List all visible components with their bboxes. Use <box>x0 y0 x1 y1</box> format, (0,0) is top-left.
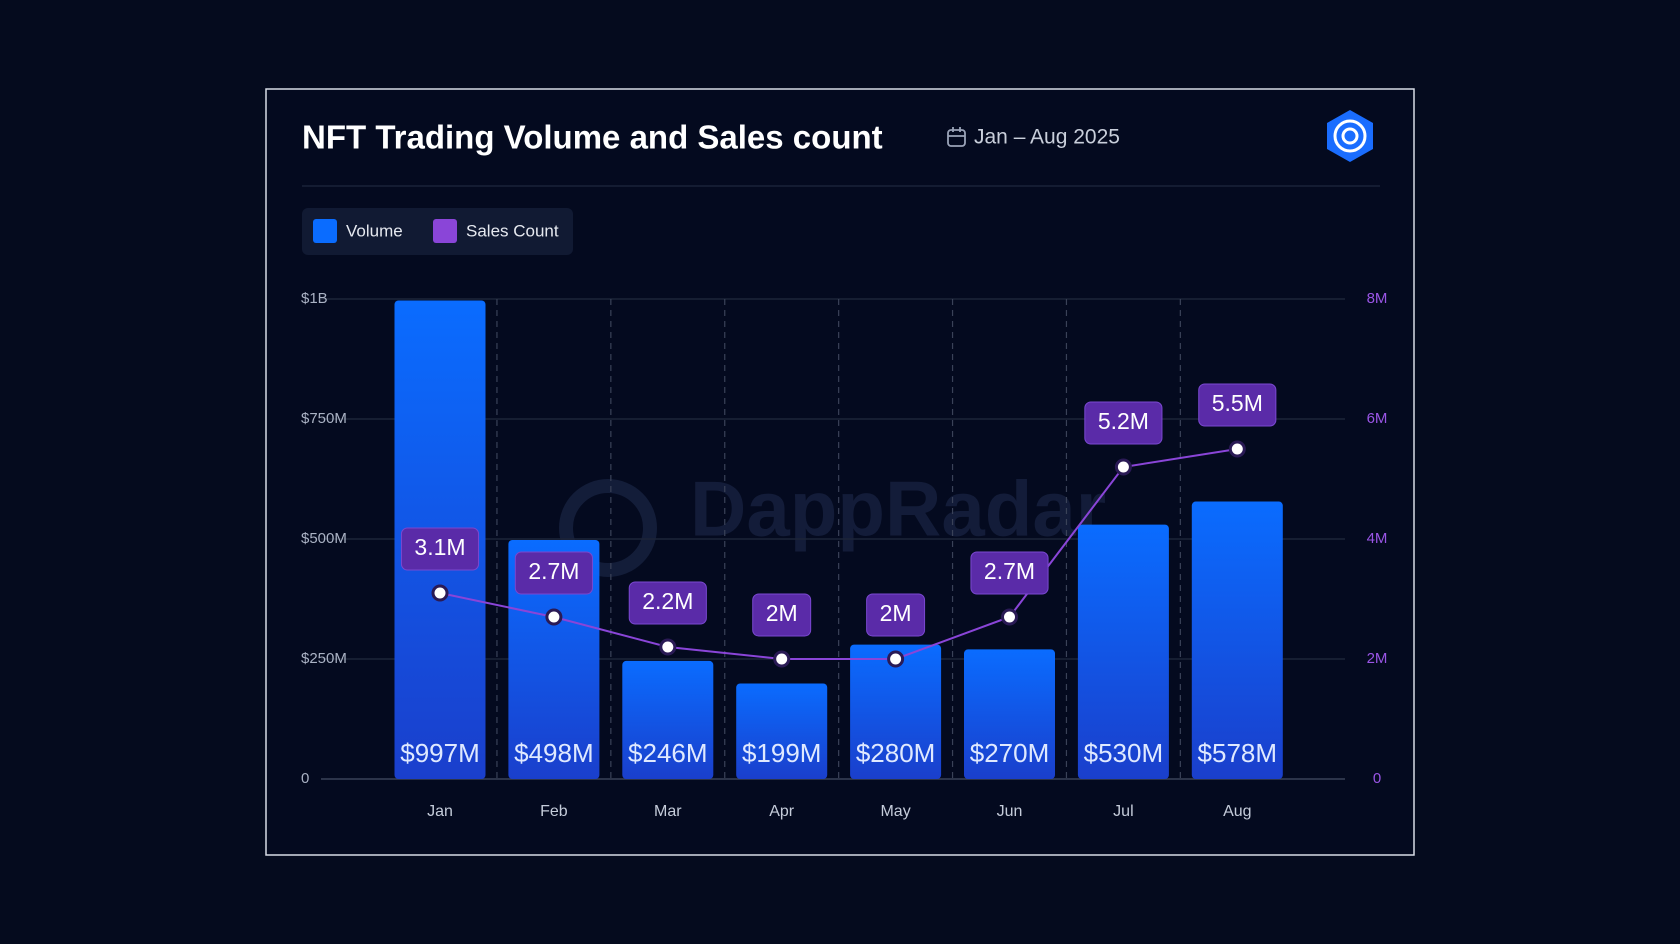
sales-point <box>1001 608 1018 626</box>
sales-label: 5.5M <box>1198 383 1277 427</box>
x-tick-label: Jul <box>1113 803 1133 820</box>
sales-point <box>773 650 791 668</box>
bar <box>964 649 1055 779</box>
x-tick-label: Apr <box>769 803 795 820</box>
sales-value-label: 3.1M <box>414 534 465 560</box>
sales-label-box <box>970 551 1049 595</box>
sales-label: 2.7M <box>970 551 1049 595</box>
bar <box>508 539 600 779</box>
sales-label: 2M <box>866 593 926 637</box>
sales-value-label: 2M <box>880 600 912 626</box>
x-tick-label: Jan <box>427 803 453 820</box>
y2-tick-label: 2M <box>1367 650 1388 667</box>
sales-label: 5.2M <box>1084 401 1163 445</box>
bar-value-label: $578M <box>1198 738 1278 768</box>
sales-label: 2.7M <box>514 551 593 595</box>
sales-point <box>545 608 563 626</box>
sales-label: 2M <box>752 593 812 637</box>
sales-value-label: 2.7M <box>528 558 579 584</box>
y-tick-label: 0 <box>301 770 309 787</box>
bar-value-label: $498M <box>514 738 594 768</box>
y-tick-label: $250M <box>301 650 347 667</box>
legend-label: Volume <box>346 221 403 240</box>
legend-swatch <box>313 219 337 243</box>
sales-point <box>431 584 449 602</box>
calendar-icon <box>947 127 966 147</box>
x-tick-label: Feb <box>540 803 568 820</box>
bar <box>736 683 828 779</box>
bar <box>622 660 714 779</box>
bar-value-label: $246M <box>628 738 708 768</box>
logo <box>1327 110 1373 162</box>
y2-tick-label: 8M <box>1367 290 1388 307</box>
x-tick-label: Mar <box>654 803 682 820</box>
y2-tick-label: 0 <box>1373 770 1381 787</box>
bar-value-label: $530M <box>1084 738 1164 768</box>
y2-tick-label: 6M <box>1367 410 1388 427</box>
chart-title: NFT Trading Volume and Sales count <box>302 119 883 156</box>
bar-value-label: $199M <box>742 738 822 768</box>
x-tick-label: Jun <box>997 803 1023 820</box>
sales-value-label: 2.2M <box>642 588 693 614</box>
bar-value-label: $997M <box>400 738 480 768</box>
y-tick-label: $750M <box>301 410 347 427</box>
sales-point <box>1228 440 1246 458</box>
watermark: DappRadar <box>690 465 1106 553</box>
legend-swatch <box>433 219 457 243</box>
bar <box>1191 501 1283 779</box>
watermark-logo <box>559 479 657 577</box>
bar <box>1077 524 1169 779</box>
legend-label: Sales Count <box>466 221 559 240</box>
sales-label-box <box>628 581 707 625</box>
y2-tick-label: 4M <box>1367 530 1388 547</box>
sales-label: 3.1M <box>400 527 480 571</box>
sales-value-label: 2.7M <box>984 558 1035 584</box>
y-tick-label: $500M <box>301 530 347 547</box>
subtitle: Jan – Aug 2025 <box>974 126 1120 149</box>
sales-label-box <box>752 593 812 637</box>
sales-point <box>1114 458 1132 476</box>
bar <box>850 644 942 779</box>
sales-value-label: 5.2M <box>1098 408 1149 434</box>
sales-point <box>887 650 905 668</box>
sales-label: 2.2M <box>628 581 707 625</box>
sales-point <box>659 638 677 656</box>
sales-value-label: 5.5M <box>1212 390 1263 416</box>
x-tick-label: Aug <box>1223 803 1251 820</box>
sales-label-box <box>1198 383 1277 427</box>
bar-value-label: $280M <box>856 738 936 768</box>
sales-value-label: 2M <box>766 600 798 626</box>
sales-label-box <box>400 527 480 571</box>
y-tick-label: $1B <box>301 290 328 307</box>
sales-label-box <box>1084 401 1163 445</box>
bar-value-label: $270M <box>970 738 1050 768</box>
sales-label-box <box>514 551 593 595</box>
sales-line <box>439 448 1238 660</box>
x-tick-label: May <box>880 803 910 820</box>
sales-label-box <box>866 593 926 637</box>
